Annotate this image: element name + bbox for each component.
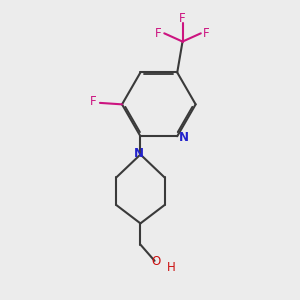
- Text: F: F: [203, 27, 210, 40]
- Text: N: N: [179, 131, 189, 144]
- Text: F: F: [179, 11, 186, 25]
- Text: N: N: [134, 147, 144, 161]
- Text: H: H: [167, 261, 175, 274]
- Text: F: F: [90, 95, 97, 108]
- Text: F: F: [155, 27, 162, 40]
- Text: O: O: [152, 255, 161, 268]
